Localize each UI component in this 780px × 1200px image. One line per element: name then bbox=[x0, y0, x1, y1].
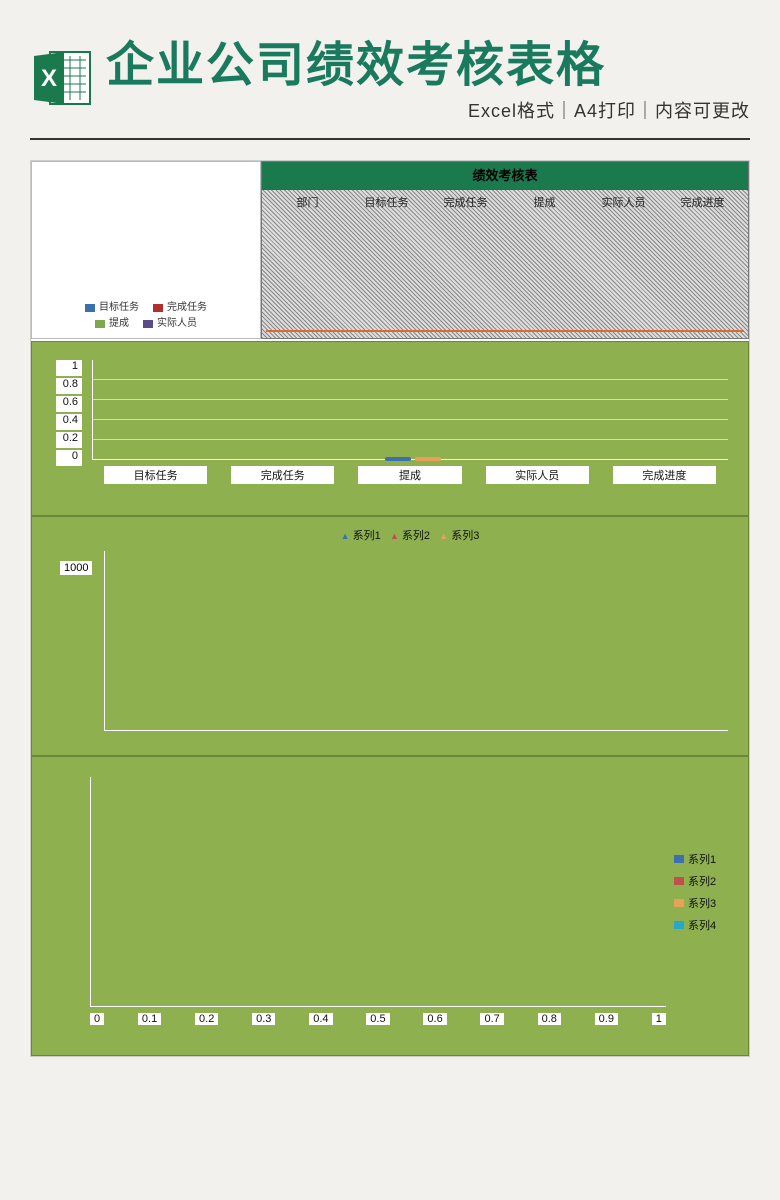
legend-label: 系列1 bbox=[353, 530, 381, 542]
col-header: 目标任务 bbox=[347, 194, 426, 210]
y-tick: 1 bbox=[56, 360, 82, 376]
x-label: 完成任务 bbox=[231, 466, 334, 484]
scatter-chart: 系列1 系列2 系列3 系列4 0 0.1 0.2 0.3 0.4 0.5 0.… bbox=[31, 756, 749, 1056]
y-tick: 0.8 bbox=[56, 378, 82, 394]
legend-swatch bbox=[95, 320, 105, 328]
section-top: 目标任务 完成任务 提成 实际人员 绩效考核表 部门 目标任务 完成任务 提成 … bbox=[31, 161, 749, 341]
x-label: 实际人员 bbox=[486, 466, 589, 484]
y-axis: 1 0.8 0.6 0.4 0.2 0 bbox=[56, 360, 82, 468]
x-label: 提成 bbox=[358, 466, 461, 484]
col-header: 完成任务 bbox=[426, 194, 505, 210]
line-chart: ▲ 系列1 ▲ 系列2 ▲ 系列3 1000 bbox=[31, 516, 749, 756]
x-axis: 目标任务 完成任务 提成 实际人员 完成进度 bbox=[92, 466, 728, 484]
x-tick: 0.9 bbox=[595, 1013, 618, 1025]
plot-area bbox=[92, 360, 728, 460]
marker bbox=[385, 457, 411, 461]
y-tick: 1000 bbox=[60, 561, 92, 575]
legend-label: 实际人员 bbox=[157, 316, 197, 332]
legend-label: 系列3 bbox=[451, 530, 479, 542]
legend-swatch bbox=[143, 320, 153, 328]
y-tick: 0.2 bbox=[56, 432, 82, 448]
y-tick: 0 bbox=[56, 450, 82, 466]
x-label: 目标任务 bbox=[104, 466, 207, 484]
orange-rule bbox=[266, 330, 744, 332]
legend-swatch bbox=[674, 877, 684, 885]
legend-swatch bbox=[153, 304, 163, 312]
bar-chart: 1 0.8 0.6 0.4 0.2 0 目标任务 完成任务 提成 实际人员 完成… bbox=[31, 341, 749, 516]
svg-text:X: X bbox=[41, 65, 57, 92]
x-tick: 0.7 bbox=[480, 1013, 503, 1025]
col-header: 部门 bbox=[268, 194, 347, 210]
x-tick: 0 bbox=[90, 1013, 104, 1025]
legend-label: 目标任务 bbox=[99, 300, 139, 316]
chart-legend: 系列1 系列2 系列3 系列4 bbox=[666, 777, 736, 1007]
legend-label: 提成 bbox=[109, 316, 129, 332]
col-header: 完成进度 bbox=[663, 194, 742, 210]
legend-label: 系列1 bbox=[688, 851, 716, 867]
legend-label: 系列4 bbox=[688, 917, 716, 933]
table-title: 绩效考核表 bbox=[262, 162, 748, 190]
col-header: 提成 bbox=[505, 194, 584, 210]
page-header: X 企业公司绩效考核表格 Excel格式｜A4打印｜内容可更改 bbox=[0, 0, 780, 138]
legend-swatch bbox=[674, 899, 684, 907]
legend-swatch bbox=[85, 304, 95, 312]
x-tick: 0.4 bbox=[309, 1013, 332, 1025]
chart-legend-panel: 目标任务 完成任务 提成 实际人员 bbox=[31, 161, 261, 339]
excel-sheet-preview: 目标任务 完成任务 提成 实际人员 绩效考核表 部门 目标任务 完成任务 提成 … bbox=[30, 160, 750, 1057]
x-tick: 0.5 bbox=[366, 1013, 389, 1025]
col-header: 实际人员 bbox=[584, 194, 663, 210]
legend-label: 系列2 bbox=[688, 873, 716, 889]
x-tick: 0.6 bbox=[423, 1013, 446, 1025]
plot-area bbox=[90, 777, 666, 1007]
x-tick: 0.2 bbox=[195, 1013, 218, 1025]
x-label: 完成进度 bbox=[613, 466, 716, 484]
x-tick: 1 bbox=[652, 1013, 666, 1025]
page-subtitle: Excel格式｜A4打印｜内容可更改 bbox=[106, 97, 750, 123]
table-panel: 绩效考核表 部门 目标任务 完成任务 提成 实际人员 完成进度 bbox=[261, 161, 749, 339]
y-tick: 0.6 bbox=[56, 396, 82, 412]
marker bbox=[415, 457, 441, 461]
excel-icon: X bbox=[30, 46, 94, 110]
page-title: 企业公司绩效考核表格 bbox=[106, 40, 750, 93]
legend-swatch bbox=[674, 921, 684, 929]
x-axis: 0 0.1 0.2 0.3 0.4 0.5 0.6 0.7 0.8 0.9 1 bbox=[90, 1013, 666, 1025]
legend-label: 系列2 bbox=[402, 530, 430, 542]
plot-area bbox=[104, 551, 728, 731]
chart-legend: ▲ 系列1 ▲ 系列2 ▲ 系列3 bbox=[92, 527, 728, 543]
x-tick: 0.8 bbox=[538, 1013, 561, 1025]
legend-label: 完成任务 bbox=[167, 300, 207, 316]
table-header-row: 部门 目标任务 完成任务 提成 实际人员 完成进度 bbox=[262, 190, 748, 214]
legend-swatch bbox=[674, 855, 684, 863]
legend-label: 系列3 bbox=[688, 895, 716, 911]
x-tick: 0.1 bbox=[138, 1013, 161, 1025]
y-tick: 0.4 bbox=[56, 414, 82, 430]
x-tick: 0.3 bbox=[252, 1013, 275, 1025]
divider bbox=[30, 138, 750, 140]
